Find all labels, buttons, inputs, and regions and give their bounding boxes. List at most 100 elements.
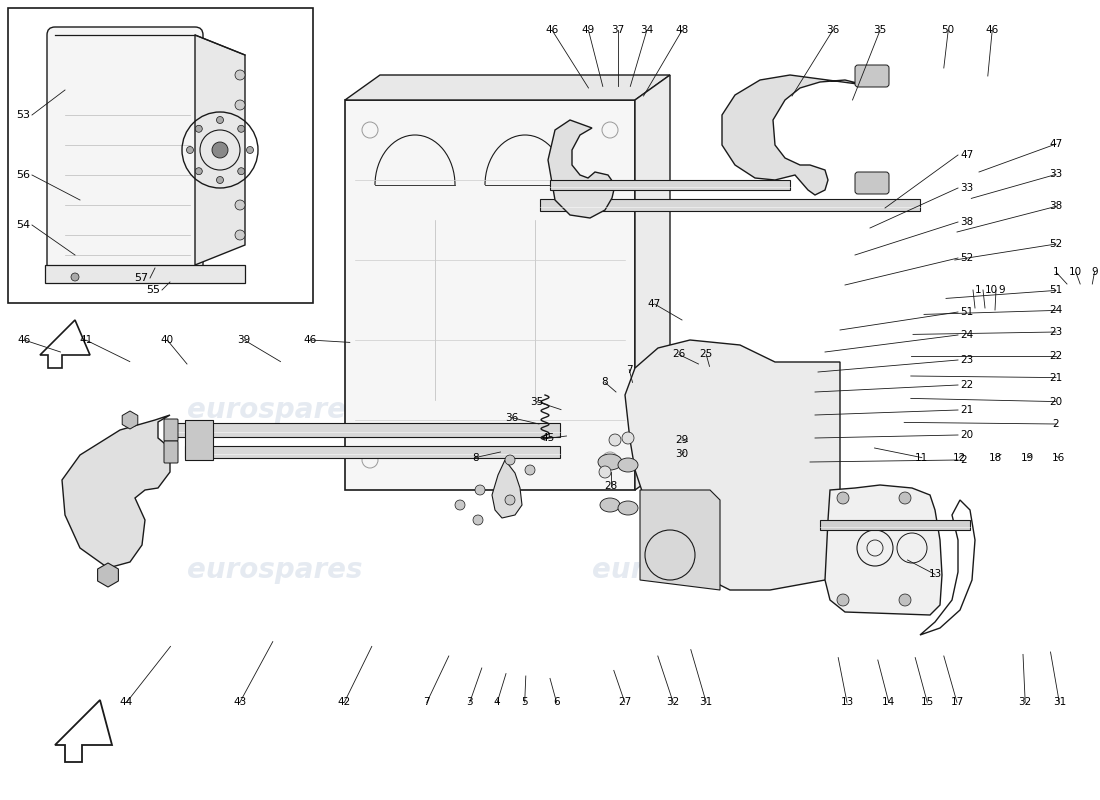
Ellipse shape (618, 458, 638, 472)
Text: 4: 4 (494, 698, 501, 707)
Text: 9: 9 (1091, 267, 1098, 277)
Polygon shape (195, 35, 245, 265)
Circle shape (238, 126, 244, 132)
Text: 1: 1 (975, 285, 981, 295)
Polygon shape (548, 120, 615, 218)
Polygon shape (625, 340, 840, 590)
Text: 47: 47 (960, 150, 974, 160)
Bar (185, 420, 213, 460)
Text: 7: 7 (626, 365, 632, 374)
Text: eurospares: eurospares (187, 396, 363, 424)
Text: 20: 20 (960, 430, 974, 440)
Circle shape (505, 495, 515, 505)
Text: 24: 24 (1049, 306, 1063, 315)
Circle shape (212, 142, 228, 158)
Text: 11: 11 (915, 453, 928, 462)
Text: 47: 47 (648, 299, 661, 309)
Circle shape (217, 177, 223, 183)
Text: 41: 41 (79, 335, 92, 345)
Text: 28: 28 (604, 482, 617, 491)
Circle shape (475, 485, 485, 495)
Text: 48: 48 (675, 26, 689, 35)
Circle shape (837, 492, 849, 504)
Text: 38: 38 (960, 217, 974, 227)
Circle shape (525, 465, 535, 475)
Text: 18: 18 (989, 453, 1002, 462)
Text: 22: 22 (960, 380, 974, 390)
Polygon shape (55, 700, 112, 762)
Text: 30: 30 (675, 450, 689, 459)
Text: 44: 44 (120, 698, 133, 707)
Polygon shape (550, 180, 790, 190)
Text: 17: 17 (950, 698, 964, 707)
Text: 45: 45 (541, 434, 554, 443)
Text: 36: 36 (505, 413, 518, 422)
Text: 35: 35 (873, 26, 887, 35)
Text: 7: 7 (424, 698, 430, 707)
Text: 9: 9 (998, 285, 1004, 295)
Text: 27: 27 (618, 698, 631, 707)
FancyBboxPatch shape (855, 172, 889, 194)
Text: 37: 37 (612, 26, 625, 35)
Text: 42: 42 (338, 698, 351, 707)
Text: 31: 31 (1053, 698, 1066, 707)
Text: 32: 32 (667, 698, 680, 707)
Text: 15: 15 (921, 698, 934, 707)
Text: 8: 8 (602, 378, 608, 387)
Circle shape (600, 466, 610, 478)
Text: 21: 21 (960, 405, 974, 415)
Polygon shape (62, 415, 170, 568)
Text: 56: 56 (16, 170, 30, 180)
Text: 14: 14 (882, 698, 895, 707)
Circle shape (235, 100, 245, 110)
Text: 5: 5 (521, 698, 528, 707)
Text: 33: 33 (1049, 170, 1063, 179)
Circle shape (238, 168, 244, 174)
Text: 35: 35 (530, 397, 543, 406)
Text: 38: 38 (1049, 202, 1063, 211)
Text: eurospares: eurospares (592, 396, 768, 424)
Text: 55: 55 (146, 285, 160, 295)
Text: 10: 10 (1069, 267, 1082, 277)
Text: 52: 52 (1049, 239, 1063, 249)
Circle shape (217, 117, 223, 123)
Text: 53: 53 (16, 110, 30, 120)
Bar (345, 100, 635, 490)
Text: 51: 51 (1049, 286, 1063, 295)
FancyBboxPatch shape (47, 27, 204, 273)
Text: 25: 25 (700, 350, 713, 359)
Text: eurospares: eurospares (592, 556, 768, 584)
Circle shape (473, 515, 483, 525)
Text: 2: 2 (960, 455, 967, 465)
FancyBboxPatch shape (164, 419, 178, 441)
Text: 22: 22 (1049, 351, 1063, 361)
Text: 23: 23 (1049, 327, 1063, 337)
Text: 26: 26 (672, 350, 685, 359)
Circle shape (246, 146, 253, 154)
Text: 46: 46 (546, 26, 559, 35)
Text: 8: 8 (472, 453, 478, 462)
Circle shape (235, 70, 245, 80)
Text: 33: 33 (960, 183, 974, 193)
Polygon shape (640, 490, 720, 590)
FancyBboxPatch shape (855, 65, 889, 87)
Text: 32: 32 (1019, 698, 1032, 707)
Circle shape (609, 434, 622, 446)
Text: 10: 10 (984, 285, 998, 295)
Text: 29: 29 (675, 435, 689, 445)
Bar (8, 8, 313, 303)
Circle shape (899, 492, 911, 504)
Text: 31: 31 (700, 698, 713, 707)
Polygon shape (185, 446, 560, 458)
FancyBboxPatch shape (164, 441, 178, 463)
Text: 3: 3 (466, 698, 473, 707)
Circle shape (621, 432, 634, 444)
Text: 46: 46 (986, 26, 999, 35)
Text: 20: 20 (1049, 397, 1063, 406)
Polygon shape (492, 460, 522, 518)
Circle shape (187, 146, 194, 154)
Polygon shape (40, 320, 90, 368)
Text: 46: 46 (18, 335, 31, 345)
Circle shape (196, 168, 202, 174)
Text: 13: 13 (928, 570, 942, 579)
